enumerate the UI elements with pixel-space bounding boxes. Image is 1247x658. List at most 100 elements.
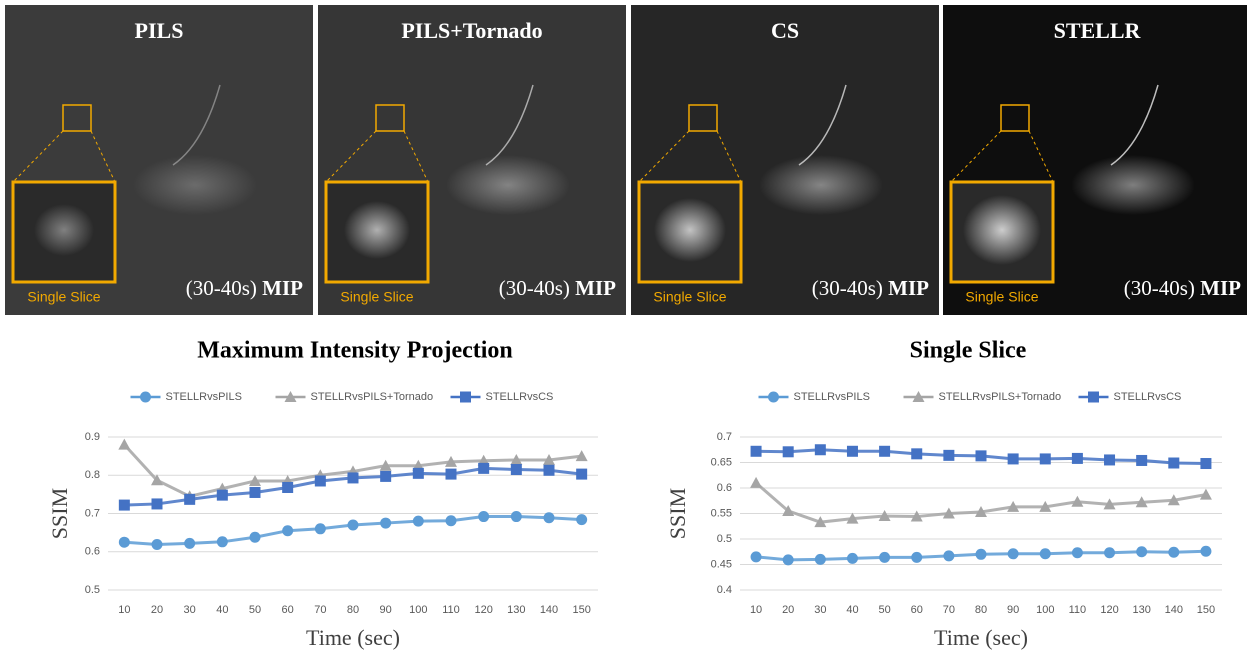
marker <box>750 477 762 488</box>
marker <box>783 446 794 457</box>
y-axis-label: SSIM <box>665 488 690 539</box>
window-label: (30-40s) <box>1124 276 1195 300</box>
x-tick-label: 110 <box>442 604 460 616</box>
chart-title: Maximum Intensity Projection <box>197 338 513 364</box>
marker <box>282 482 293 493</box>
marker <box>1040 548 1051 559</box>
marker <box>976 549 987 560</box>
y-tick-label: 0.8 <box>85 469 100 481</box>
marker <box>1168 547 1179 558</box>
marker <box>119 537 130 548</box>
marker <box>1104 454 1115 465</box>
x-tick-label: 90 <box>1007 604 1019 616</box>
y-tick-label: 0.7 <box>85 507 100 519</box>
marker <box>152 539 163 550</box>
marker <box>250 532 261 543</box>
marker <box>1088 392 1099 403</box>
x-tick-label: 90 <box>380 604 392 616</box>
marker <box>380 471 391 482</box>
projection-label: MIP <box>1200 276 1241 300</box>
marker <box>152 498 163 509</box>
x-tick-label: 40 <box>216 604 228 616</box>
x-tick-label: 140 <box>540 604 558 616</box>
x-tick-label: 130 <box>1132 604 1150 616</box>
marker <box>217 536 228 547</box>
mip-label: (30-40s) MIP <box>1124 276 1241 300</box>
x-tick-label: 10 <box>750 604 762 616</box>
chart-title: Single Slice <box>910 338 1027 364</box>
y-tick-label: 0.7 <box>717 431 732 443</box>
marker <box>1072 547 1083 558</box>
marker <box>1008 453 1019 464</box>
x-tick-label: 30 <box>814 604 826 616</box>
marker <box>544 465 555 476</box>
x-tick-label: 120 <box>474 604 492 616</box>
y-tick-label: 0.6 <box>85 546 100 558</box>
marker <box>413 516 424 527</box>
mip-label: (30-40s) MIP <box>186 276 303 300</box>
marker <box>815 444 826 455</box>
marker <box>783 554 794 565</box>
inset-spot <box>963 195 1041 265</box>
marker <box>879 552 890 563</box>
mip-label: (30-40s) MIP <box>499 276 616 300</box>
inset-spot <box>344 201 410 259</box>
figure: PILSSingle Slice(30-40s) MIPPILS+Tornado… <box>0 0 1247 658</box>
marker <box>1200 458 1211 469</box>
inset-label: Single Slice <box>653 289 726 305</box>
image-panel: PILS Single Slice (30-40s) MIP <box>5 5 313 315</box>
marker <box>446 469 457 480</box>
marker <box>250 487 261 498</box>
legend-label: STELLRvsPILS+Tornado <box>939 391 1062 403</box>
marker <box>118 439 130 450</box>
y-tick-label: 0.5 <box>717 533 732 545</box>
panel-title: PILS+Tornado <box>401 18 542 43</box>
inset-label: Single Slice <box>27 289 100 305</box>
x-tick-label: 70 <box>943 604 955 616</box>
marker <box>217 490 228 501</box>
marker <box>184 538 195 549</box>
legend-label: STELLRvsPILS+Tornado <box>311 391 434 403</box>
marker <box>976 450 987 461</box>
marker <box>943 450 954 461</box>
marker <box>1200 546 1211 557</box>
x-tick-label: 80 <box>347 604 359 616</box>
x-axis-label: Time (sec) <box>306 625 400 650</box>
marker <box>511 464 522 475</box>
window-label: (30-40s) <box>812 276 883 300</box>
x-tick-label: 150 <box>572 604 590 616</box>
marker <box>847 553 858 564</box>
marker <box>1072 453 1083 464</box>
organ <box>133 155 257 215</box>
marker <box>380 518 391 529</box>
series <box>119 511 587 550</box>
panel-title: CS <box>771 18 799 43</box>
window-label: (30-40s) <box>499 276 570 300</box>
image-panel: PILS+Tornado Single Slice (30-40s) MIP <box>318 5 626 315</box>
x-tick-label: 20 <box>151 604 163 616</box>
inset-label: Single Slice <box>340 289 413 305</box>
marker <box>315 523 326 534</box>
panel-title: PILS <box>135 18 184 43</box>
x-tick-label: 130 <box>507 604 525 616</box>
x-tick-label: 80 <box>975 604 987 616</box>
marker <box>511 511 522 522</box>
x-tick-label: 60 <box>282 604 294 616</box>
marker <box>911 552 922 563</box>
inset-spot <box>654 198 726 262</box>
legend-label: STELLRvsCS <box>486 391 554 403</box>
x-tick-label: 110 <box>1069 604 1087 616</box>
x-tick-label: 70 <box>314 604 326 616</box>
marker <box>943 550 954 561</box>
marker <box>348 519 359 530</box>
y-tick-label: 0.9 <box>85 431 100 443</box>
x-tick-label: 30 <box>184 604 196 616</box>
legend-label: STELLRvsPILS <box>166 391 242 403</box>
x-tick-label: 100 <box>409 604 427 616</box>
window-label: (30-40s) <box>186 276 257 300</box>
x-tick-label: 50 <box>249 604 261 616</box>
y-tick-label: 0.5 <box>85 584 100 596</box>
marker <box>815 554 826 565</box>
